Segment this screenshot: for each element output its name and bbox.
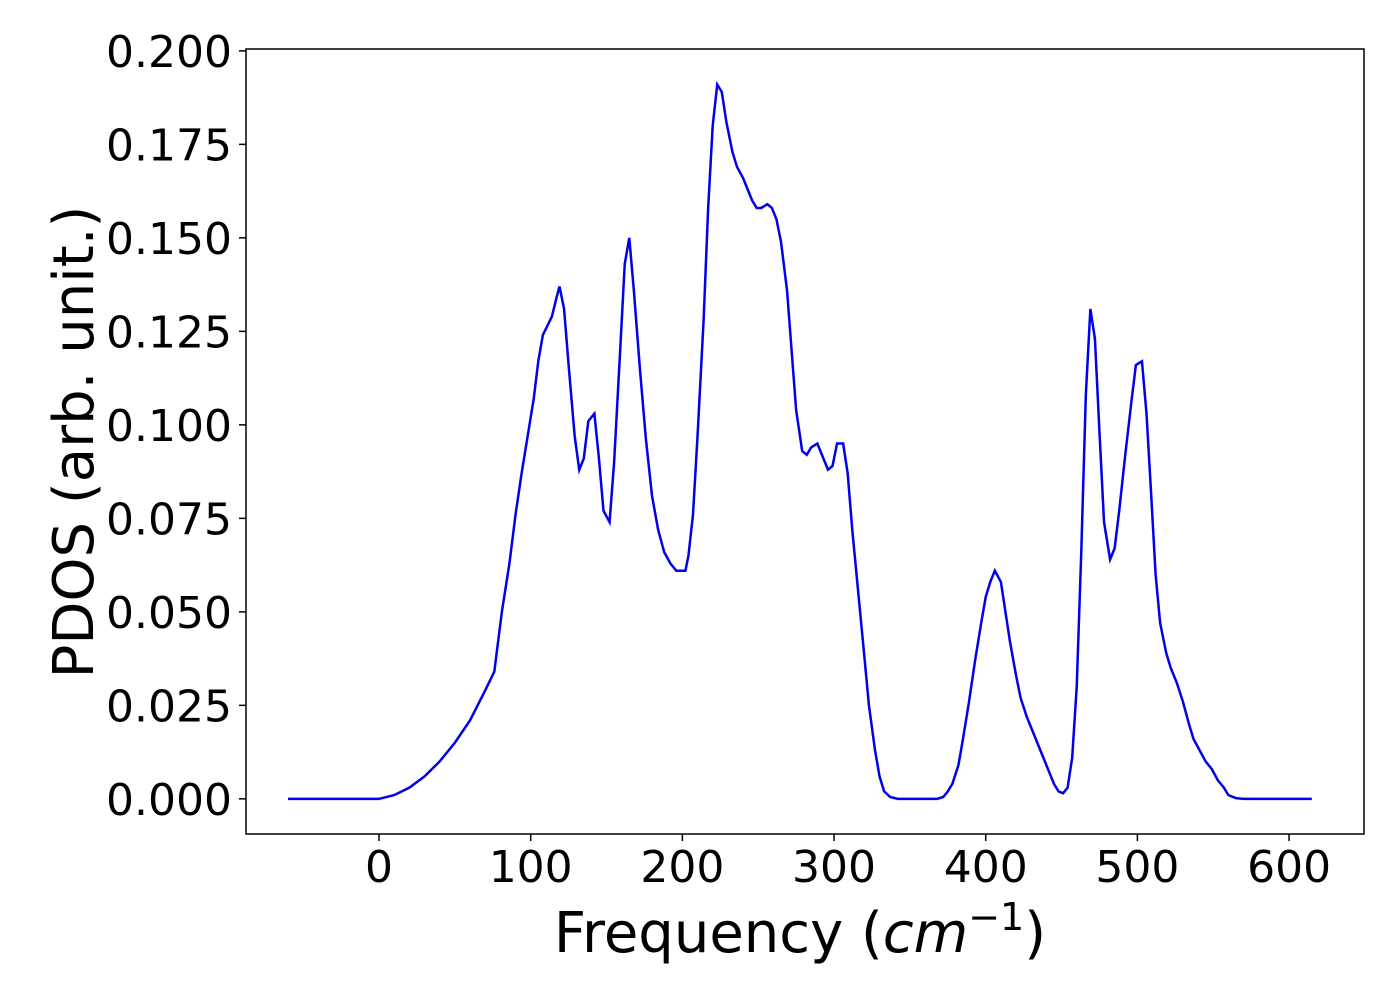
y-tick-label: 0.000 bbox=[106, 775, 232, 826]
x-tick-label: 100 bbox=[489, 842, 573, 893]
x-tick-label: 400 bbox=[944, 842, 1028, 893]
x-tick-label: 300 bbox=[792, 842, 876, 893]
x-label-close: ) bbox=[1024, 901, 1046, 966]
y-tick-label: 0.200 bbox=[106, 27, 232, 78]
x-tick-label: 500 bbox=[1095, 842, 1179, 893]
x-label-math: cm bbox=[883, 901, 968, 966]
x-tick-label: 600 bbox=[1247, 842, 1331, 893]
y-tick-label: 0.100 bbox=[106, 401, 232, 452]
x-label-text: Frequency ( bbox=[554, 901, 883, 966]
plot-frame bbox=[245, 48, 1365, 835]
y-tick-label: 0.075 bbox=[106, 494, 232, 545]
x-tick-label: 0 bbox=[365, 842, 393, 893]
x-tick-label: 200 bbox=[640, 842, 724, 893]
y-tick-label: 0.175 bbox=[106, 120, 232, 171]
y-tick-label: 0.125 bbox=[106, 307, 232, 358]
y-tick-label: 0.025 bbox=[106, 681, 232, 732]
line-series bbox=[288, 80, 1312, 801]
y-tick-label: 0.150 bbox=[106, 214, 232, 265]
x-axis-label: Frequency (cm−1) bbox=[554, 895, 1046, 966]
x-label-sup: −1 bbox=[968, 895, 1024, 939]
y-tick-label: 0.050 bbox=[106, 588, 232, 639]
y-axis-label: PDOS (arb. unit.) bbox=[42, 206, 107, 679]
